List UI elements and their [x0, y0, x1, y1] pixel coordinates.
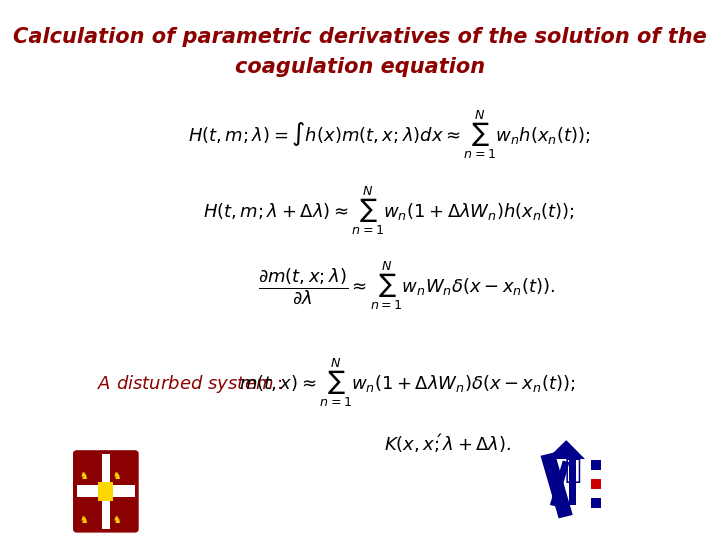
Bar — [591, 479, 601, 489]
Text: ♞: ♞ — [79, 471, 88, 481]
Bar — [550, 461, 570, 507]
Text: $H(t,m;\lambda+\Delta\lambda) \approx \sum_{n=1}^{N} w_n(1+\Delta\lambda W_n)h(x: $H(t,m;\lambda+\Delta\lambda) \approx \s… — [203, 184, 575, 237]
Bar — [591, 460, 601, 470]
Text: Calculation of parametric derivatives of the solution of the: Calculation of parametric derivatives of… — [13, 27, 707, 47]
Text: $K(x,x\';\lambda+\Delta\lambda).$: $K(x,x\';\lambda+\Delta\lambda).$ — [384, 432, 511, 455]
Bar — [111, 454, 135, 485]
Text: 🏛: 🏛 — [565, 456, 582, 484]
Text: ♞: ♞ — [112, 515, 121, 525]
Bar — [591, 498, 601, 508]
Text: ♞: ♞ — [79, 515, 88, 525]
Bar — [98, 482, 114, 501]
Text: coagulation equation: coagulation equation — [235, 57, 485, 77]
Polygon shape — [547, 440, 585, 459]
Bar — [111, 497, 135, 529]
Bar — [541, 453, 572, 518]
Bar — [102, 454, 110, 529]
Text: $\mathit{A\ disturbed\ system:}$: $\mathit{A\ disturbed\ system:}$ — [97, 373, 282, 395]
Bar — [76, 497, 102, 529]
Bar — [570, 459, 576, 505]
Bar — [76, 454, 102, 485]
Text: $H(t,m;\lambda) = \int h(x)m\left(t,x;\lambda\right)dx \approx \sum_{n=1}^{N} w_: $H(t,m;\lambda) = \int h(x)m\left(t,x;\l… — [188, 108, 590, 161]
Text: $\dfrac{\partial m(t,x;\lambda)}{\partial\lambda} \approx \sum_{n=1}^{N} w_n W_n: $\dfrac{\partial m(t,x;\lambda)}{\partia… — [258, 259, 555, 312]
Bar — [76, 485, 135, 497]
FancyBboxPatch shape — [73, 451, 138, 532]
Text: ♞: ♞ — [112, 471, 121, 481]
Text: $m(t,x) \approx \sum_{n=1}^{N} w_n\left(1+\Delta\lambda W_n\right)\delta(x-x_n(t: $m(t,x) \approx \sum_{n=1}^{N} w_n\left(… — [238, 356, 575, 409]
